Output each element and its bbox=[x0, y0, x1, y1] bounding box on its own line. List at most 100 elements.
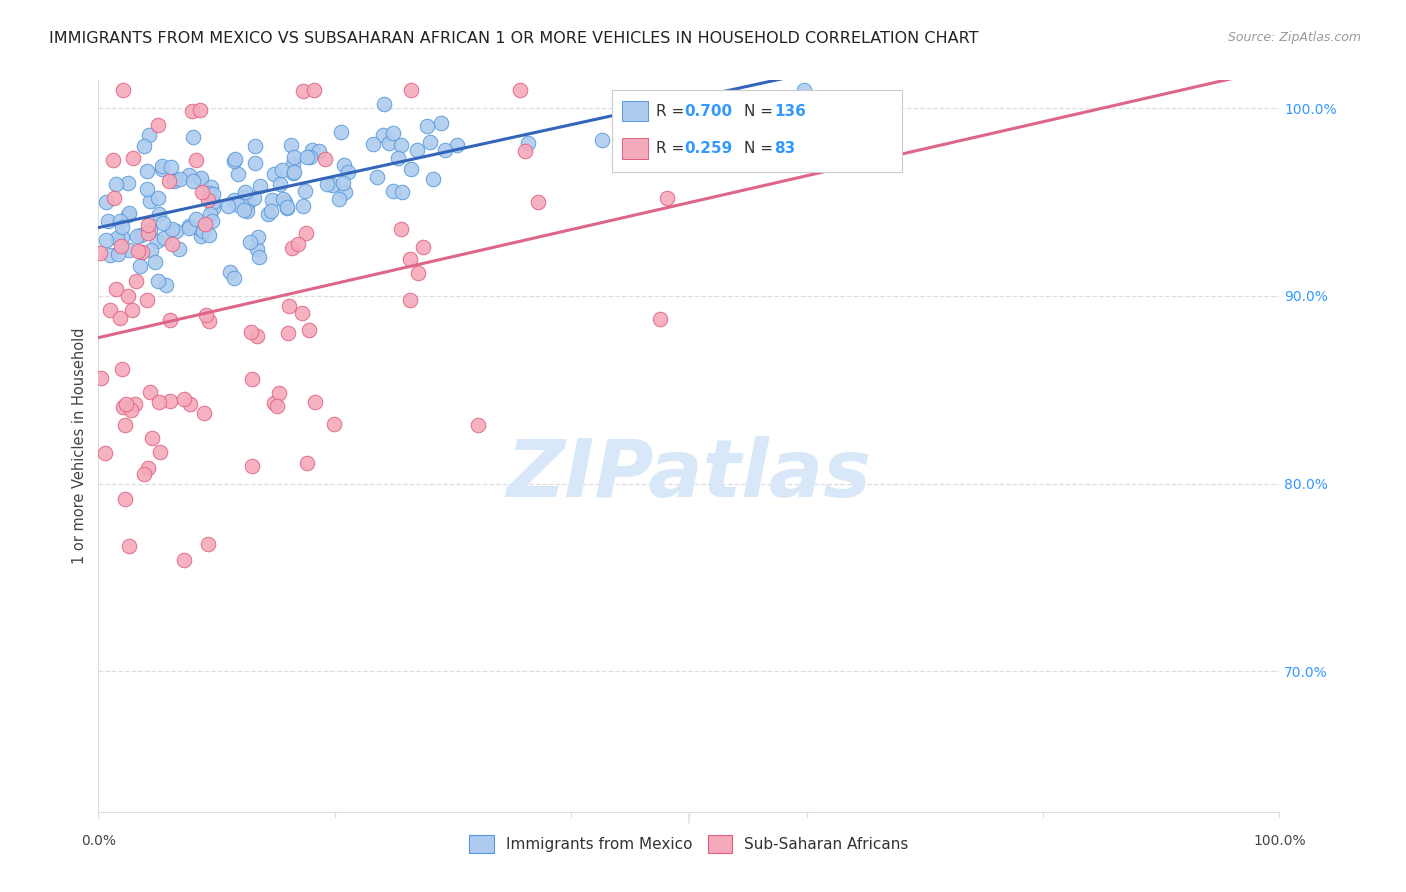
Point bbox=[246, 242, 269, 256]
Point bbox=[626, 91, 648, 105]
Bar bbox=[621, 138, 648, 159]
Point bbox=[333, 158, 356, 172]
Point bbox=[217, 199, 239, 213]
Point bbox=[382, 184, 405, 198]
Point bbox=[276, 200, 298, 214]
Point bbox=[148, 191, 170, 205]
Point bbox=[125, 229, 148, 244]
Point bbox=[110, 239, 132, 253]
Point bbox=[186, 153, 208, 168]
Point bbox=[304, 395, 326, 409]
Text: N =: N = bbox=[744, 141, 779, 156]
Point bbox=[416, 119, 439, 133]
Point bbox=[148, 207, 170, 221]
Point bbox=[201, 201, 224, 215]
Point bbox=[195, 308, 218, 322]
Point bbox=[243, 139, 266, 153]
Point bbox=[129, 260, 152, 274]
Point bbox=[200, 179, 222, 194]
Point bbox=[179, 219, 201, 233]
Point bbox=[90, 371, 112, 385]
Point bbox=[294, 184, 316, 198]
Point bbox=[162, 237, 184, 252]
Point bbox=[202, 187, 225, 202]
Point bbox=[389, 138, 412, 153]
Point bbox=[160, 222, 183, 236]
Point bbox=[239, 325, 262, 339]
Point bbox=[236, 198, 259, 212]
Point bbox=[197, 193, 219, 207]
Point bbox=[301, 143, 323, 157]
Point bbox=[406, 266, 429, 280]
Point bbox=[138, 194, 160, 209]
Point bbox=[201, 214, 224, 228]
Point bbox=[188, 221, 211, 235]
Point bbox=[96, 233, 118, 247]
Point bbox=[94, 195, 117, 210]
Point bbox=[148, 395, 170, 409]
Point bbox=[162, 174, 184, 188]
Point bbox=[304, 83, 326, 97]
Point bbox=[336, 164, 359, 178]
Point bbox=[131, 244, 153, 259]
Point bbox=[136, 226, 159, 240]
Point bbox=[117, 208, 139, 222]
Point bbox=[398, 293, 420, 308]
Point bbox=[146, 274, 169, 288]
Point bbox=[298, 323, 321, 337]
Point bbox=[177, 220, 200, 235]
Point bbox=[316, 177, 339, 191]
Point bbox=[382, 126, 405, 140]
Point bbox=[136, 164, 159, 178]
Legend: Immigrants from Mexico, Sub-Saharan Africans: Immigrants from Mexico, Sub-Saharan Afri… bbox=[463, 829, 915, 859]
Point bbox=[226, 167, 249, 181]
Point bbox=[592, 133, 614, 147]
Point bbox=[233, 190, 256, 204]
Point bbox=[153, 231, 176, 245]
Point bbox=[366, 170, 388, 185]
Point bbox=[271, 162, 294, 177]
Point bbox=[136, 218, 159, 232]
Point bbox=[283, 165, 305, 179]
Point bbox=[657, 191, 679, 205]
Point bbox=[419, 135, 441, 149]
Point bbox=[323, 417, 346, 431]
Point bbox=[298, 150, 321, 164]
Point bbox=[115, 397, 138, 411]
Point bbox=[190, 229, 212, 244]
Point bbox=[155, 278, 177, 293]
Point bbox=[297, 456, 319, 470]
Point bbox=[197, 186, 219, 200]
Point bbox=[103, 191, 125, 205]
Point bbox=[239, 235, 262, 250]
Point bbox=[650, 312, 672, 326]
Point bbox=[197, 537, 219, 551]
Point bbox=[391, 185, 413, 199]
Point bbox=[224, 271, 246, 285]
Point bbox=[198, 314, 221, 328]
Point bbox=[287, 237, 309, 252]
Point bbox=[434, 143, 457, 157]
Text: 100.0%: 100.0% bbox=[1253, 834, 1306, 848]
Point bbox=[399, 162, 422, 177]
Point bbox=[198, 207, 221, 221]
Point bbox=[131, 227, 153, 242]
Point bbox=[146, 234, 169, 248]
Point bbox=[263, 396, 285, 410]
Point bbox=[387, 152, 409, 166]
Point bbox=[105, 282, 128, 296]
Point bbox=[243, 156, 266, 170]
Point bbox=[104, 177, 127, 191]
Point bbox=[271, 192, 294, 206]
Point bbox=[198, 227, 221, 242]
Point bbox=[117, 244, 139, 258]
Point bbox=[193, 224, 215, 238]
Point bbox=[193, 406, 215, 420]
Point bbox=[236, 204, 259, 219]
Point bbox=[139, 243, 162, 257]
Point bbox=[149, 445, 172, 459]
Point bbox=[97, 214, 120, 228]
Point bbox=[273, 194, 295, 209]
Point bbox=[103, 153, 125, 167]
Point bbox=[314, 152, 336, 166]
